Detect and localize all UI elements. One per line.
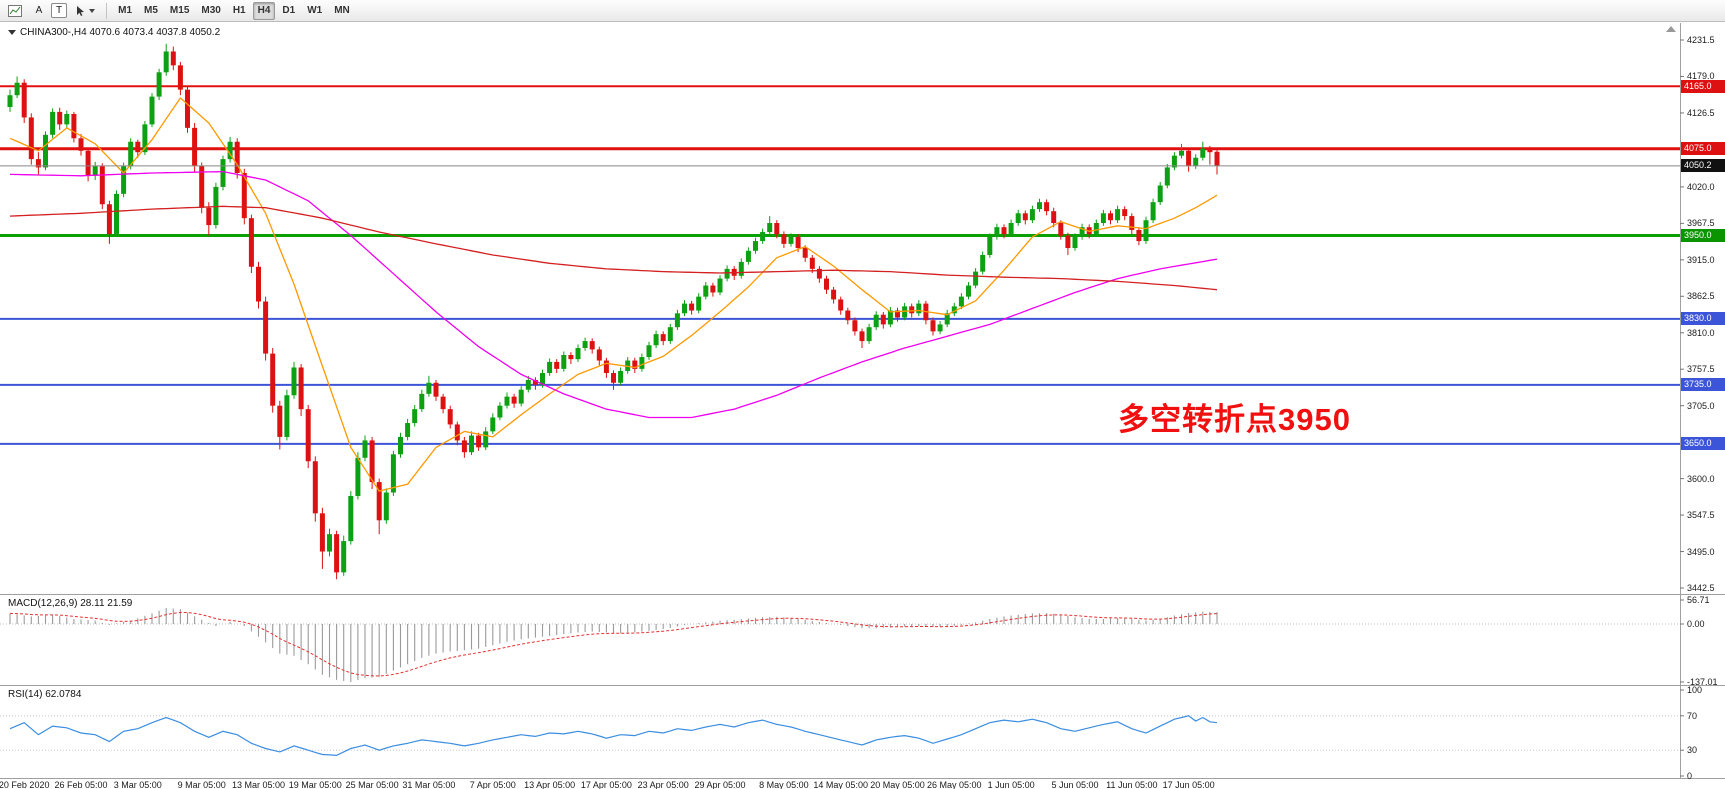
moving-averages-layer <box>9 97 1218 492</box>
price-level-badge: 3735.0 <box>1681 378 1725 392</box>
macd-label: MACD(12,26,9) 28.11 21.59 <box>8 598 133 609</box>
chart-window-icon[interactable] <box>3 2 27 20</box>
macd-tick-label: 0.00 <box>1687 619 1705 629</box>
time-axis-label[interactable]: 13 Apr 05:00 <box>524 780 576 789</box>
macd-tick-label: -137.01 <box>1687 677 1718 687</box>
timeframe-button-m1[interactable]: M1 <box>113 2 137 20</box>
time-axis-label[interactable]: 3 Mar 05:00 <box>113 780 162 789</box>
price-tick-label: 3495.0 <box>1687 546 1715 557</box>
current-price-badge: 4050.2 <box>1681 159 1725 173</box>
cursor-icon <box>77 5 85 16</box>
price-tick-label: 3967.5 <box>1687 218 1715 229</box>
price-tick-label: 3915.0 <box>1687 254 1715 265</box>
price-tick-label: 4179.0 <box>1687 71 1715 82</box>
time-axis-label[interactable]: 31 Mar 05:00 <box>402 780 456 789</box>
rsi-tick-label: 70 <box>1687 710 1698 721</box>
rsi-tick-label: 30 <box>1687 745 1698 756</box>
tool-t-button[interactable]: T <box>51 3 68 18</box>
time-axis-label[interactable]: 25 Mar 05:00 <box>345 780 399 789</box>
timeframe-button-d1[interactable]: D1 <box>277 2 300 20</box>
candlesticks-layer <box>7 43 1220 580</box>
timeframe-button-m30[interactable]: M30 <box>196 2 225 20</box>
price-tick-label: 4126.5 <box>1687 107 1715 118</box>
time-axis-label[interactable]: 20 Feb 2020 <box>0 780 50 789</box>
price-level-badge: 4075.0 <box>1681 142 1725 156</box>
timeframe-button-h4[interactable]: H4 <box>252 1 276 20</box>
chart-icon <box>8 4 22 17</box>
price-level-badge: 3650.0 <box>1681 437 1725 451</box>
time-axis-label[interactable]: 5 Jun 05:00 <box>1051 780 1099 789</box>
symbol-ohlc-text: CHINA300-,H4 4070.6 4073.4 4037.8 4050.2 <box>20 27 221 38</box>
time-axis-label[interactable]: 17 Jun 05:00 <box>1162 780 1215 789</box>
tool-a-button[interactable]: A <box>29 2 49 20</box>
chart-shift-marker[interactable] <box>1666 26 1676 32</box>
time-axis-label[interactable]: 13 Mar 05:00 <box>231 780 286 789</box>
price-level-badge: 4165.0 <box>1681 79 1725 93</box>
time-axis-label[interactable]: 14 May 05:00 <box>813 780 868 789</box>
price-tick-label: 4231.5 <box>1687 35 1715 45</box>
macd-tick-label: 56.71 <box>1687 595 1710 605</box>
timeframe-button-m5[interactable]: M5 <box>139 2 163 20</box>
price-tick-label: 3862.5 <box>1687 291 1715 302</box>
price-tick-label: 4020.0 <box>1687 181 1715 192</box>
timeframe-button-m15[interactable]: M15 <box>165 2 194 20</box>
rsi-label: RSI(14) 62.0784 <box>8 689 82 700</box>
rsi-layer <box>0 715 1680 757</box>
macd-signal-line <box>9 611 1218 677</box>
ema-fast-orange <box>9 97 1218 492</box>
price-level-badge: 3830.0 <box>1681 312 1725 326</box>
timeframe-button-w1[interactable]: W1 <box>302 2 327 20</box>
symbol-collapse-icon[interactable] <box>8 30 16 35</box>
price-level-badge: 3950.0 <box>1681 229 1725 243</box>
symbol-header: CHINA300-,H4 4070.6 4073.4 4037.8 4050.2 <box>8 27 220 38</box>
toolbar: A T M1 M5 M15 M30 H1 H4 D1 W1 MN <box>0 0 1725 22</box>
time-axis-label[interactable]: 23 Apr 05:00 <box>637 780 689 789</box>
chevron-down-icon <box>89 8 96 13</box>
time-axis-label[interactable]: 29 Apr 05:00 <box>694 780 746 789</box>
price-tick-label: 3600.0 <box>1687 473 1715 484</box>
time-axis-label[interactable]: 20 May 05:00 <box>870 780 925 789</box>
ma-mid-magenta <box>9 170 1218 419</box>
time-axis-label[interactable]: 26 May 05:00 <box>927 780 982 789</box>
rsi-tick-label: 0 <box>1687 771 1693 781</box>
rsi-tick-label: 100 <box>1687 685 1703 695</box>
timeframe-button-h1[interactable]: H1 <box>228 2 251 20</box>
rsi-line <box>9 715 1218 757</box>
level-lines-layer <box>0 85 1680 445</box>
time-axis-label[interactable]: 7 Apr 05:00 <box>469 780 516 789</box>
time-axis-label[interactable]: 26 Feb 05:00 <box>54 780 108 789</box>
time-axis-label[interactable]: 19 Mar 05:00 <box>288 780 342 789</box>
price-tick-label: 3705.0 <box>1687 400 1715 411</box>
time-axis-label[interactable]: 9 Mar 05:00 <box>177 780 226 789</box>
timeframe-button-mn[interactable]: MN <box>329 2 355 20</box>
macd-layer <box>0 607 1680 682</box>
ma-slow-red <box>9 205 1218 291</box>
time-axis-label[interactable]: 1 Jun 05:00 <box>987 780 1035 789</box>
price-tick-label: 3442.5 <box>1687 583 1715 593</box>
price-tick-label: 3757.5 <box>1687 364 1715 375</box>
time-axis-label[interactable]: 8 May 05:00 <box>759 780 809 789</box>
toolbar-separator <box>106 2 108 19</box>
time-axis-label[interactable]: 17 Apr 05:00 <box>580 780 632 789</box>
price-annotation[interactable]: 多空转折点3950 <box>1118 402 1351 437</box>
price-tick-label: 3547.5 <box>1687 510 1715 521</box>
cursor-tool-button[interactable] <box>69 2 100 20</box>
time-axis-label[interactable]: 11 Jun 05:00 <box>1106 780 1158 789</box>
price-tick-label: 3810.0 <box>1687 327 1715 338</box>
